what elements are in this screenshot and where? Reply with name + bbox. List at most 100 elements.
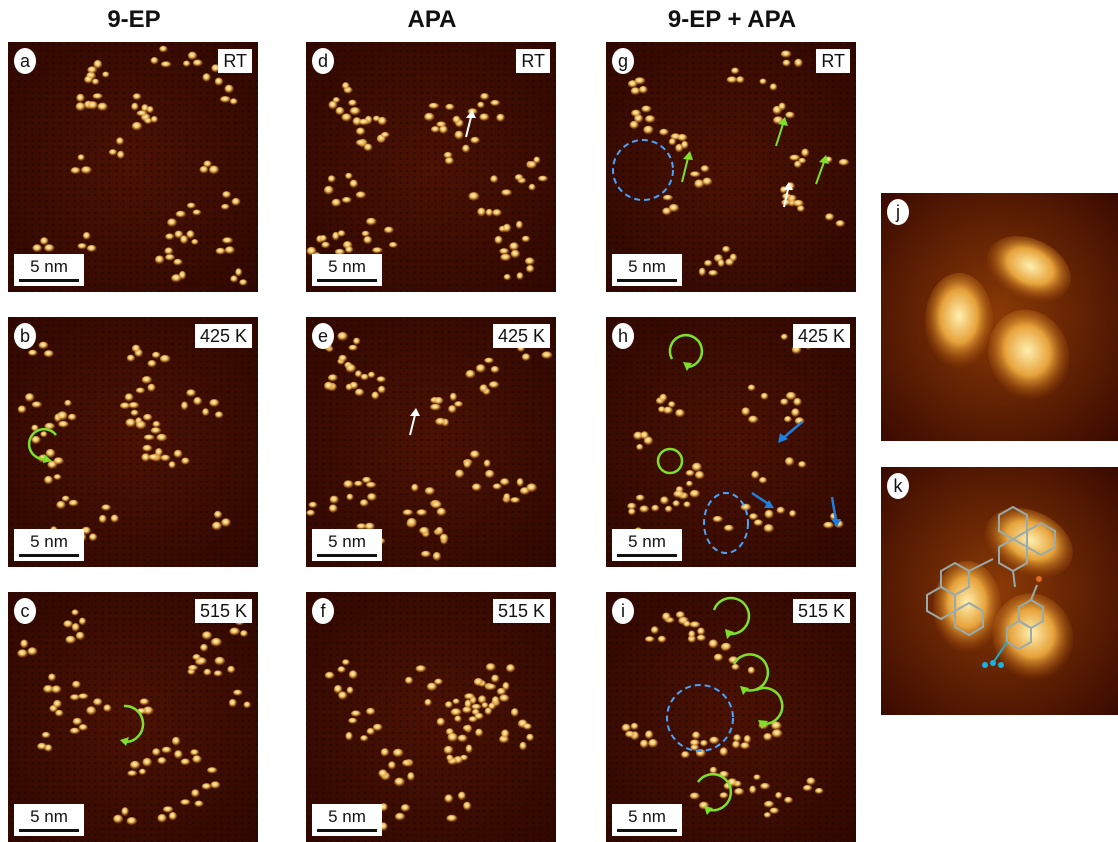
molecule-blob: [748, 415, 759, 424]
molecule-blob: [506, 664, 516, 673]
molecule-blob: [388, 761, 396, 770]
stm-panel-g: g RT 5 nm: [606, 42, 856, 292]
molecule-blob: [723, 524, 734, 532]
molecule-blob: [203, 160, 212, 168]
molecule-blob: [782, 59, 791, 67]
molecule-blob: [749, 513, 759, 521]
molecule-blob: [93, 59, 103, 69]
molecule-blob: [152, 748, 161, 756]
molecule-blob: [486, 683, 497, 691]
molecule-blob: [509, 242, 519, 251]
molecule-blob: [526, 733, 534, 742]
molecule-blob: [709, 736, 720, 745]
arrow-blue: [781, 421, 803, 440]
molecule-blob: [191, 239, 199, 245]
molecule-blob: [776, 506, 786, 514]
molecule-blob: [350, 710, 362, 717]
stm-image-h: [606, 317, 856, 567]
molecule-blob: [324, 381, 334, 391]
molecule-blob: [132, 93, 142, 101]
molecule-blob: [346, 493, 354, 501]
molecule-blob: [159, 354, 171, 363]
molecule-blob: [200, 643, 209, 652]
molecule-blob: [355, 191, 367, 199]
molecule-blob: [662, 194, 673, 201]
molecule-blob: [365, 481, 377, 489]
molecule-blob: [337, 331, 348, 341]
molecule-blob: [354, 388, 365, 397]
molecule-blob: [481, 702, 489, 709]
molecule-blob: [428, 102, 440, 109]
molecule-blob: [190, 749, 200, 756]
molecule-blob: [349, 107, 361, 116]
molecule-blob: [231, 197, 241, 206]
scale-bar-label: 5 nm: [628, 532, 666, 551]
molecule-blob: [227, 665, 236, 674]
molecule-blob: [53, 457, 64, 465]
molecule-blob: [510, 708, 519, 717]
molecule-blob: [794, 160, 802, 169]
molecule-blob: [376, 376, 386, 383]
molecule-blob: [791, 408, 800, 417]
molecule-blob: [491, 674, 500, 683]
molecule-blob: [366, 707, 376, 716]
molecule-blob: [439, 125, 448, 134]
molecule-blob: [541, 351, 553, 359]
molecule-blob: [181, 401, 189, 411]
molecular-model-overlay: [926, 505, 1056, 664]
molecule-blob: [186, 202, 196, 209]
molecule-blob: [167, 218, 177, 227]
molecule-blob: [475, 728, 484, 737]
molecule-blob: [771, 721, 782, 731]
molecule-blob: [356, 523, 367, 530]
molecule-blob: [677, 133, 688, 142]
molecule-blob: [156, 433, 168, 442]
molecule-blob: [348, 717, 358, 724]
molecule-blob: [753, 774, 761, 781]
molecule-blob: [760, 392, 769, 400]
molecule-blob: [338, 691, 348, 700]
molecule-blob: [194, 800, 204, 808]
arrow-white: [783, 188, 789, 208]
stm-image-g: [606, 42, 856, 292]
molecule-blob: [63, 620, 73, 628]
molecule-blob: [747, 666, 756, 675]
molecule-blob: [426, 682, 438, 691]
molecule-blob: [404, 676, 414, 685]
molecule-blob: [324, 671, 335, 680]
stm-zoom-panel-j: j: [881, 193, 1118, 441]
molecule-blob: [775, 792, 783, 799]
condition-label: 515 K: [492, 599, 550, 623]
molecule-blob: [175, 210, 186, 218]
molecule-blob: [173, 258, 183, 266]
molecule-blob: [131, 121, 143, 131]
condition-label: 515 K: [792, 599, 850, 623]
molecule-blob: [144, 117, 153, 125]
stm-image-a: [8, 42, 258, 292]
molecule-blob: [202, 631, 212, 640]
molecule-blob: [142, 444, 153, 452]
condition-label: 515 K: [194, 599, 252, 623]
dashed-circle-blue: [666, 684, 734, 752]
molecule-blob: [141, 376, 152, 384]
molecule-blob: [446, 754, 454, 762]
arrow-green: [815, 161, 825, 185]
arrow-white: [465, 116, 472, 138]
molecule-blob: [150, 116, 158, 123]
molecule-blob: [211, 64, 221, 73]
stm-panel-f: f 515 K 5 nm: [306, 592, 556, 842]
molecule-blob: [501, 189, 512, 197]
molecule-blob: [392, 748, 404, 758]
molecule-blob: [692, 731, 701, 740]
molecule-blob: [53, 699, 62, 709]
molecule-blob: [381, 131, 390, 138]
molecule-blob: [186, 389, 197, 397]
molecule-blob: [71, 609, 79, 616]
molecule-blob: [201, 783, 212, 790]
molecule-blob: [435, 526, 444, 535]
molecule-blob: [353, 337, 361, 345]
molecule-blob: [113, 814, 124, 824]
molecule-blob: [524, 257, 535, 266]
molecule-blob: [501, 729, 510, 739]
molecule-blob: [721, 642, 732, 651]
